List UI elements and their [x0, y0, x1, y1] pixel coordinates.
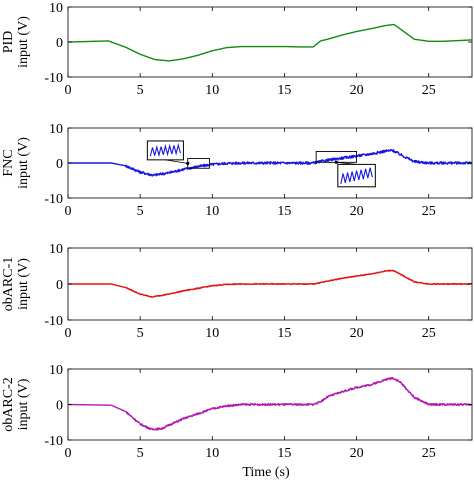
y-tick-label: -10 [44, 314, 63, 329]
y-tick-label: 0 [56, 399, 63, 414]
x-tick-label: 10 [205, 326, 219, 341]
panel-frame [67, 6, 473, 78]
y-tick-label: -10 [44, 192, 63, 207]
x-tick-label: 0 [65, 83, 72, 98]
y-axis-label: PID [1, 31, 16, 54]
x-tick-label: 0 [65, 204, 72, 219]
x-tick-label: 0 [65, 326, 72, 341]
x-tick-label: 25 [422, 204, 436, 219]
x-tick-label: 5 [137, 326, 144, 341]
zoom-connector-tip [186, 161, 190, 165]
y-axis-label: input (V) [16, 258, 31, 310]
series-line [67, 23, 473, 62]
x-tick-label: 15 [277, 204, 291, 219]
y-tick-label: 10 [49, 1, 63, 16]
x-tick-label: 10 [205, 204, 219, 219]
y-axis-label: FNC [1, 149, 16, 176]
series-line [67, 376, 473, 431]
x-tick-label: 5 [137, 204, 144, 219]
zoom-connector [165, 159, 188, 164]
zoom-connector-tip [334, 160, 338, 164]
x-tick-label: 20 [350, 83, 364, 98]
series-line [67, 148, 473, 177]
y-axis-label: input (V) [16, 137, 31, 189]
x-tick-label: 25 [422, 83, 436, 98]
x-tick-label: 10 [205, 446, 219, 461]
x-axis-label: Time (s) [242, 465, 290, 480]
y-tick-label: 10 [49, 242, 63, 257]
x-tick-label: 15 [277, 446, 291, 461]
y-tick-label: 0 [56, 157, 63, 172]
y-axis-label: input (V) [16, 16, 31, 68]
y-tick-label: 0 [56, 278, 63, 293]
y-tick-label: 0 [56, 36, 63, 51]
x-tick-label: 15 [277, 326, 291, 341]
x-tick-label: 20 [350, 446, 364, 461]
zoom-inset-signal [149, 142, 181, 158]
y-tick-label: 10 [49, 122, 63, 137]
y-axis-label: obARC-2 [1, 377, 16, 431]
x-tick-label: 25 [422, 326, 436, 341]
x-tick-label: 5 [137, 83, 144, 98]
x-tick-label: 10 [205, 83, 219, 98]
y-tick-label: -10 [44, 71, 63, 86]
x-tick-label: 0 [65, 446, 72, 461]
x-tick-label: 20 [350, 204, 364, 219]
x-tick-label: 15 [277, 83, 291, 98]
y-tick-label: -10 [44, 434, 63, 449]
zoom-inset-signal [340, 167, 373, 185]
x-tick-label: 5 [137, 446, 144, 461]
y-axis-label: obARC-1 [1, 257, 16, 311]
x-tick-label: 20 [350, 326, 364, 341]
series-line [67, 269, 473, 298]
y-tick-label: 10 [49, 363, 63, 378]
y-axis-label: input (V) [16, 378, 31, 430]
x-tick-label: 25 [422, 446, 436, 461]
